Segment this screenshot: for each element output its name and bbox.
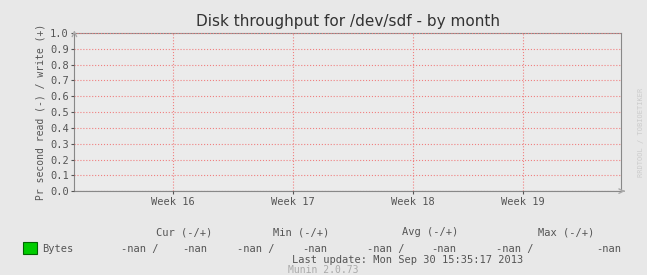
Y-axis label: Pr second read (-) / write (+): Pr second read (-) / write (+) <box>36 24 46 200</box>
Text: Avg (-/+): Avg (-/+) <box>402 227 458 237</box>
Text: -nan: -nan <box>596 244 621 254</box>
Text: -nan /: -nan / <box>237 244 275 254</box>
Text: Bytes: Bytes <box>42 244 73 254</box>
Text: Munin 2.0.73: Munin 2.0.73 <box>289 265 358 275</box>
Title: Disk throughput for /dev/sdf - by month: Disk throughput for /dev/sdf - by month <box>196 14 499 29</box>
Text: Cur (-/+): Cur (-/+) <box>157 227 212 237</box>
Text: Max (-/+): Max (-/+) <box>538 227 594 237</box>
Text: -nan /: -nan / <box>367 244 404 254</box>
Text: Min (-/+): Min (-/+) <box>273 227 329 237</box>
Text: -nan: -nan <box>431 244 456 254</box>
Text: -nan /: -nan / <box>121 244 159 254</box>
Text: -nan /: -nan / <box>496 244 534 254</box>
Text: -nan: -nan <box>302 244 327 254</box>
Text: RRDTOOL / TOBIOETIKER: RRDTOOL / TOBIOETIKER <box>638 87 644 177</box>
Text: Last update: Mon Sep 30 15:35:17 2013: Last update: Mon Sep 30 15:35:17 2013 <box>292 255 523 265</box>
Text: -nan: -nan <box>182 244 207 254</box>
